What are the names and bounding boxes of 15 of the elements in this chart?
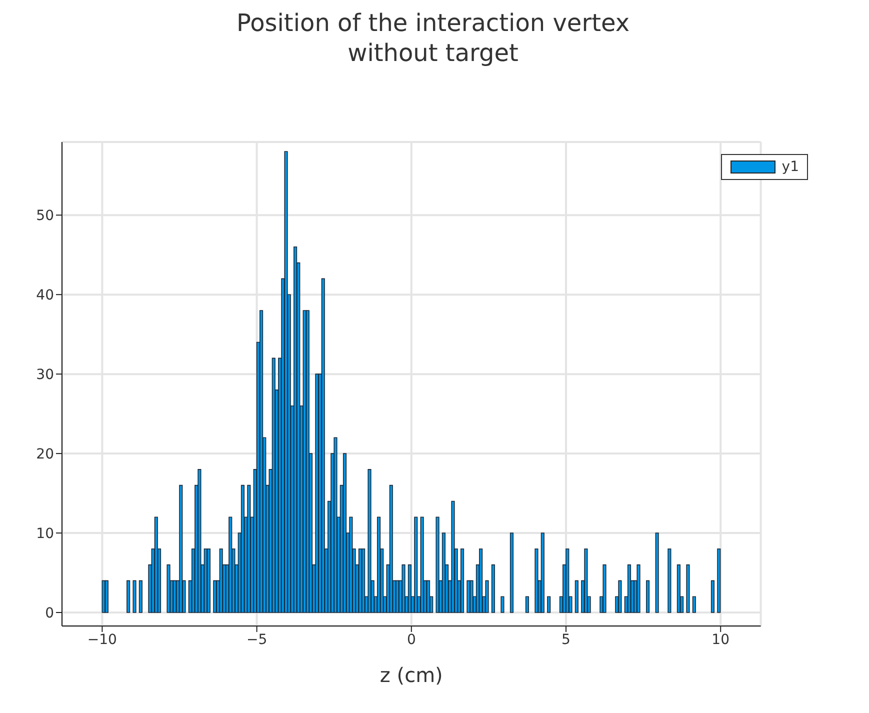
x-tick-label: 0 bbox=[406, 632, 416, 648]
x-tick-label: 10 bbox=[712, 632, 730, 648]
x-tick-label: 5 bbox=[562, 632, 570, 648]
y-tick-label: 10 bbox=[36, 526, 54, 542]
x-tick-label: −5 bbox=[246, 632, 268, 648]
y-tick-label: 40 bbox=[36, 288, 54, 304]
x-axis-title: z (cm) bbox=[380, 663, 443, 687]
chart-subtitle: without target bbox=[346, 38, 520, 68]
y-tick-label: 20 bbox=[36, 446, 54, 463]
y-tick-label: 50 bbox=[36, 208, 54, 224]
legend-label: y1 bbox=[782, 159, 799, 175]
x-tick-label: −10 bbox=[87, 632, 117, 648]
y-tick-label: 30 bbox=[36, 367, 54, 384]
chart-title: Position of the interaction vertex bbox=[235, 8, 631, 38]
y-tick-label: 0 bbox=[45, 605, 54, 622]
